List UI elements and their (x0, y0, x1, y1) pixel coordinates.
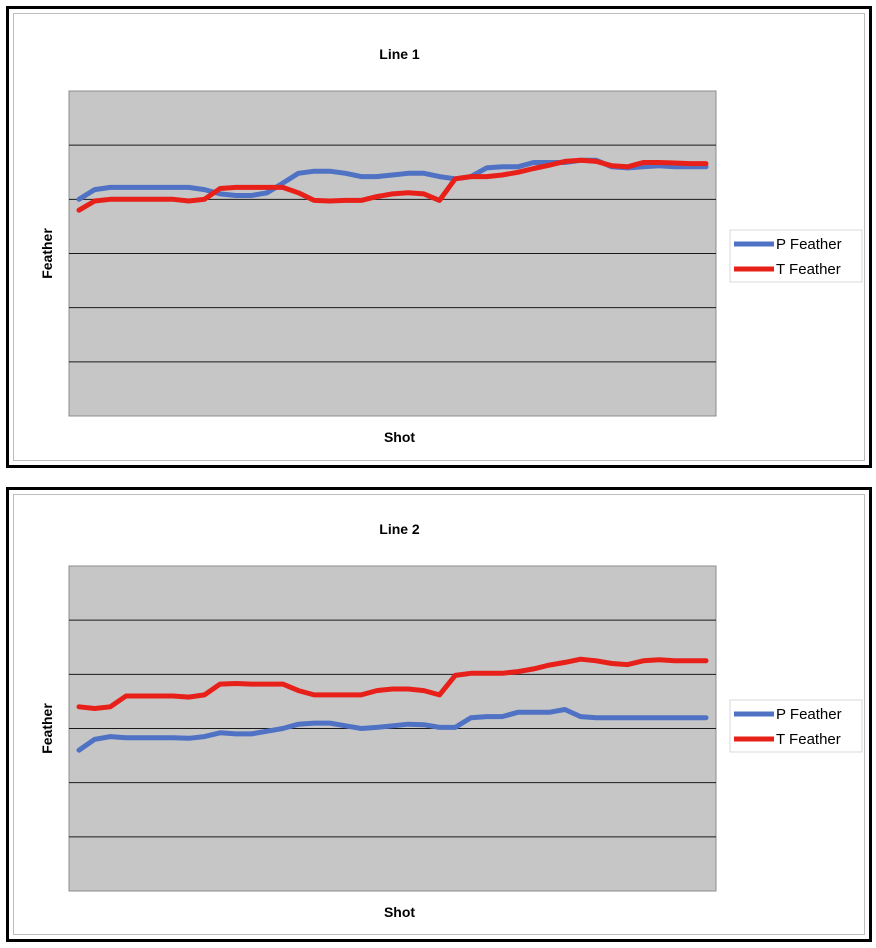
y-axis-label: Feather (39, 228, 55, 279)
series-line-p-feather (76, 707, 709, 753)
series-line-t-feather (76, 157, 709, 213)
chart-2-svg: Line 2 Shot Feather P Feather T Feather (39, 521, 863, 920)
chart-2-frame: Line 2 Shot Feather P Feather T Feather (6, 487, 872, 942)
legend-entry: T Feather (776, 261, 841, 278)
legend-box (729, 229, 863, 283)
series-line-t-feather (76, 656, 709, 711)
chart-title: Line 1 (379, 46, 420, 62)
y-axis-label: Feather (39, 703, 55, 754)
chart-1-svg: Line 1 Shot Feather P Feather T Feather (39, 46, 863, 445)
legend-entry: T Feather (776, 731, 841, 748)
chart-2-area: Line 2 Shot Feather P Feather T Feather (13, 494, 865, 935)
legend-entry: P Feather (776, 236, 842, 253)
legend-entry: P Feather (776, 706, 842, 723)
chart-1-frame: Line 1 Shot Feather P Feather T Feather (6, 6, 872, 468)
x-axis-label: Shot (384, 429, 415, 445)
x-axis-label: Shot (384, 904, 415, 920)
chart-1-area: Line 1 Shot Feather P Feather T Feather (13, 13, 865, 461)
legend-box (729, 699, 863, 753)
chart-title: Line 2 (379, 521, 420, 537)
